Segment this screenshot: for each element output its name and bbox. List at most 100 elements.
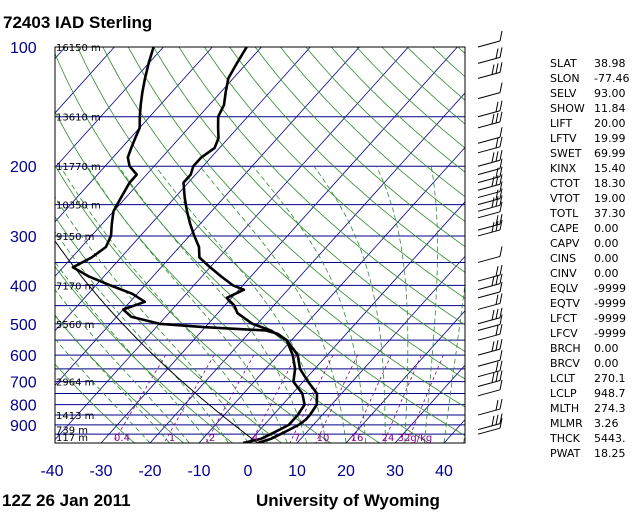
pressure-tick-label: 100 xyxy=(10,40,37,57)
temperature-tick-label: -40 xyxy=(40,463,63,480)
temperature-tick-label: 0 xyxy=(244,463,253,480)
height-label: 7170 m xyxy=(56,281,94,292)
index-value: -9999 xyxy=(594,312,626,325)
wind-barb-flag xyxy=(499,111,503,122)
index-value: 948.7 xyxy=(594,387,626,400)
index-name: SELV xyxy=(550,87,577,100)
height-label: 10350 m xyxy=(56,201,101,212)
moist-adiabat xyxy=(55,261,210,443)
wind-barb-flag xyxy=(491,309,495,321)
wind-barb-flag xyxy=(499,158,503,169)
wind-barb-flag xyxy=(495,361,499,372)
source-credit: University of Wyoming xyxy=(256,491,440,510)
wind-barb-flag xyxy=(491,176,495,187)
index-value: 270.1 xyxy=(594,372,626,385)
height-label: 5560 m xyxy=(56,320,94,331)
isotherm-line xyxy=(55,47,262,277)
wind-barb-staff xyxy=(477,211,501,219)
wind-barb-flag xyxy=(499,324,503,335)
pressure-tick-label: 700 xyxy=(10,375,37,392)
wind-barb-staff xyxy=(477,71,501,79)
index-name: VTOT xyxy=(550,192,580,205)
wind-barb-flag xyxy=(495,400,499,411)
wind-barb-flag xyxy=(499,219,503,231)
wind-barb xyxy=(477,188,503,206)
moist-adiabat xyxy=(252,165,366,443)
wind-barb-flag xyxy=(499,246,503,257)
index-name: CAPV xyxy=(550,237,580,250)
wind-barb xyxy=(477,281,503,299)
mixing-ratio-line xyxy=(289,354,334,443)
wind-barb-flag xyxy=(495,340,499,351)
temperature-tick-label: -10 xyxy=(187,463,210,480)
wind-barb-flag xyxy=(499,273,503,284)
wind-barb xyxy=(477,360,503,378)
wind-barb-flag xyxy=(499,307,503,318)
wind-barb-flag xyxy=(499,398,503,410)
wind-barb-staff xyxy=(477,110,501,118)
index-value: 3.26 xyxy=(594,417,619,430)
wind-barb-flag xyxy=(499,413,503,424)
dry-adiabat xyxy=(280,47,465,223)
temperature-tick-label: 20 xyxy=(337,463,355,480)
index-name: CTOT xyxy=(550,177,580,190)
wind-barb-flag xyxy=(491,113,495,125)
index-name: MLMR xyxy=(550,417,583,430)
dry-adiabat xyxy=(55,363,135,443)
index-name: SWET xyxy=(550,147,582,160)
mixing-ratio-line xyxy=(383,354,422,443)
index-name: MLTH xyxy=(550,402,579,415)
wind-barb-flag xyxy=(499,201,503,212)
index-value: 0.00 xyxy=(594,342,619,355)
moist-adiabat xyxy=(118,165,308,443)
height-label: 11770 m xyxy=(56,162,101,173)
plot-frame xyxy=(54,46,466,444)
index-value: -9999 xyxy=(594,327,626,340)
index-name: EQLV xyxy=(550,282,579,295)
index-name: EQTV xyxy=(550,297,580,310)
wind-barb-flag xyxy=(499,150,503,161)
wind-barb-staff xyxy=(477,204,501,212)
index-value: -9999 xyxy=(594,282,626,295)
wind-barb-staff xyxy=(477,283,501,291)
index-value: 19.00 xyxy=(594,192,626,205)
pressure-tick-label: 400 xyxy=(10,278,37,295)
mixing-ratio-label: 4 xyxy=(252,433,258,444)
wind-barb-flag xyxy=(495,294,499,305)
moist-adiabat xyxy=(86,165,288,443)
wind-barb-flag xyxy=(495,189,499,200)
wind-barb xyxy=(477,47,503,64)
wind-barb xyxy=(477,293,503,310)
isotherm-line xyxy=(198,146,465,443)
wind-barb-flag xyxy=(495,266,499,277)
wind-barb xyxy=(477,174,503,191)
index-value: 0.00 xyxy=(594,222,619,235)
wind-barb-flag xyxy=(491,275,495,286)
temperature-tick-label: -20 xyxy=(138,463,161,480)
index-name: LCLT xyxy=(550,372,575,385)
wind-barbs xyxy=(477,30,503,435)
mixing-ratio-line xyxy=(406,354,444,443)
index-value: 0.00 xyxy=(594,237,619,250)
index-name: SLON xyxy=(550,72,580,85)
wind-barb xyxy=(477,30,503,48)
wind-barb-staff xyxy=(477,191,501,199)
wind-barb-flag xyxy=(495,325,499,336)
wind-barb-staff xyxy=(477,389,501,397)
wind-barb-staff xyxy=(477,56,501,64)
index-name: TOTL xyxy=(549,207,579,220)
index-value: 69.99 xyxy=(594,147,626,160)
wind-barb-flag xyxy=(491,372,495,383)
isotherm-line xyxy=(55,47,360,386)
wind-barb-flag xyxy=(499,360,503,371)
index-name: THCK xyxy=(549,432,581,445)
wind-barb-flag xyxy=(495,274,499,285)
moist-adiabat xyxy=(55,338,151,443)
wind-barb-staff xyxy=(477,427,501,435)
index-name: LIFT xyxy=(550,117,573,130)
index-name: PWAT xyxy=(550,447,581,460)
grid-lines xyxy=(55,47,465,443)
wind-barb-staff xyxy=(477,291,501,299)
isotherm-line xyxy=(55,47,164,169)
index-value: 5443. xyxy=(594,432,626,445)
